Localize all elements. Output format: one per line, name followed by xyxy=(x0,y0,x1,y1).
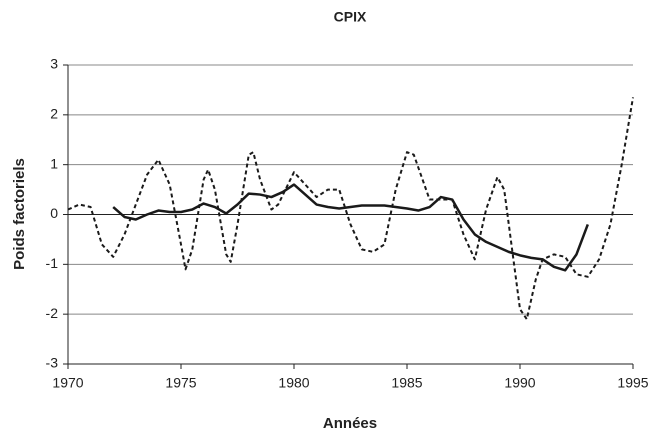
x-tick-label: 1995 xyxy=(617,375,648,391)
y-tick-label: 3 xyxy=(50,56,58,72)
x-tick-label: 1980 xyxy=(278,375,309,391)
x-tick-label: 1985 xyxy=(391,375,422,391)
y-axis-label: Poids factoriels xyxy=(11,158,28,270)
y-tick-label: 0 xyxy=(50,205,58,221)
x-tick-label: 1970 xyxy=(52,375,83,391)
y-tick-label: -2 xyxy=(46,305,59,321)
line-series xyxy=(67,97,634,321)
y-tick-label: 1 xyxy=(50,155,58,171)
x-tick-label: 1990 xyxy=(504,375,535,391)
y-tick-label: -3 xyxy=(46,355,59,371)
line-series xyxy=(112,183,589,272)
x-tick-label: 1975 xyxy=(165,375,196,391)
y-tick-label: -1 xyxy=(46,255,59,271)
y-tick-label: 2 xyxy=(50,106,58,122)
x-axis-label: Années xyxy=(323,415,377,432)
chart-title: CPIX xyxy=(334,9,367,25)
